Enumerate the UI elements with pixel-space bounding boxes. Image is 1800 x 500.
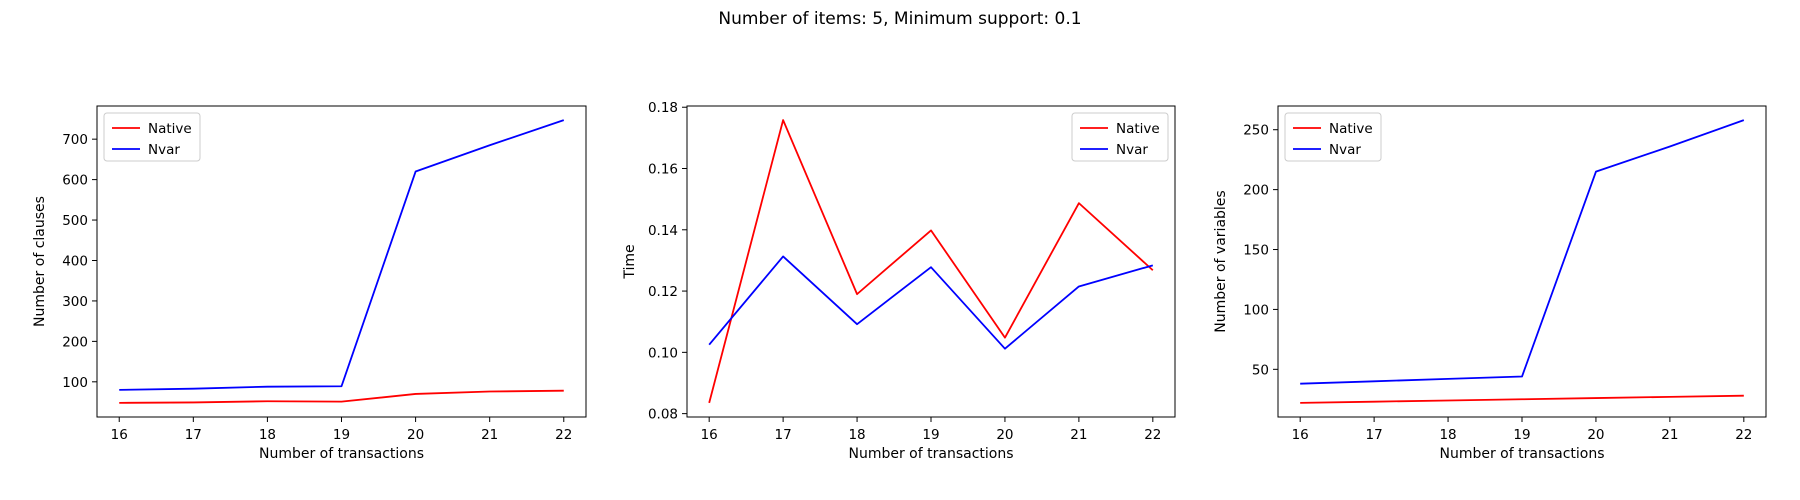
x-tick-label: 20	[407, 427, 424, 443]
y-tick-label: 100	[62, 375, 88, 391]
series-line-nvar	[708, 255, 1154, 350]
legend-label-nvar: Nvar	[1116, 142, 1148, 158]
legend: Native Nvar	[1071, 112, 1169, 162]
subplot-2: 16 17 18 19 20 21 22 0.08 0.10 0.12 0.14 0.16 0.18 Nu…	[622, 100, 1176, 462]
x-tick-label: 16	[1292, 427, 1309, 443]
x-tick-label: 20	[1587, 427, 1604, 443]
legend-label-native: Native	[148, 121, 192, 137]
y-tick-label: 200	[62, 334, 88, 350]
legend-label-nvar: Nvar	[148, 142, 180, 158]
y-tick-label: 200	[1243, 183, 1269, 199]
x-tick-label: 17	[775, 427, 792, 443]
y-tick-label: 0.16	[648, 162, 678, 178]
y-tick-label: 700	[62, 132, 88, 148]
x-tick-label: 21	[1661, 427, 1678, 443]
y-axis-label: Number of clauses	[32, 196, 48, 327]
series-line-native	[708, 119, 1154, 404]
x-tick-label: 20	[996, 427, 1013, 443]
legend-label-native: Native	[1329, 121, 1373, 137]
series-line-nvar	[119, 119, 565, 391]
x-tick-label: 17	[185, 427, 202, 443]
y-axis-label: Number of variables	[1213, 190, 1229, 332]
y-tick-label: 250	[1243, 123, 1269, 139]
y-tick-label: 0.14	[648, 223, 678, 239]
x-tick-label: 19	[922, 427, 939, 443]
legend: Native Nvar	[103, 112, 201, 162]
x-tick-label: 18	[259, 427, 276, 443]
x-tick-label: 16	[111, 427, 128, 443]
subplot-3: 16 17 18 19 20 21 22 50 100 150 200 250 Number of tr…	[1213, 105, 1767, 462]
y-tick-label: 50	[1252, 362, 1269, 378]
x-axis-label: Number of transactions	[1439, 446, 1604, 462]
series-line-nvar	[1300, 119, 1745, 385]
subplot-1: 16 17 18 19 20 21 22 100 200 300 400 500 600 700 Numbe…	[32, 105, 587, 462]
x-tick-label: 16	[701, 427, 718, 443]
y-tick-label: 600	[62, 173, 88, 189]
x-tick-label: 22	[555, 427, 572, 443]
x-tick-label: 19	[1513, 427, 1530, 443]
x-axis-label: Number of transactions	[848, 446, 1013, 462]
legend-label-native: Native	[1116, 121, 1160, 137]
legend-label-nvar: Nvar	[1329, 142, 1361, 158]
y-axis-label: Time	[622, 244, 638, 279]
x-tick-label: 19	[333, 427, 350, 443]
x-axis-label: Number of transactions	[259, 446, 424, 462]
y-tick-label: 0.10	[648, 345, 678, 361]
series-line-native	[1300, 394, 1744, 404]
x-tick-label: 18	[848, 427, 865, 443]
subplots: 16 17 18 19 20 21 22 100 200 300 400 500 600 700 Numbe…	[32, 100, 1767, 462]
x-tick-label: 17	[1366, 427, 1383, 443]
y-tick-label: 400	[62, 253, 88, 269]
y-tick-label: 100	[1243, 302, 1269, 318]
x-tick-label: 22	[1735, 427, 1752, 443]
x-tick-label: 21	[1070, 427, 1087, 443]
legend: Native Nvar	[1284, 112, 1382, 162]
y-tick-label: 300	[62, 294, 88, 310]
x-tick-label: 21	[481, 427, 498, 443]
y-tick-label: 0.08	[648, 407, 678, 423]
x-tick-label: 18	[1439, 427, 1456, 443]
figure-title: Number of items: 5, Minimum support: 0.1	[718, 9, 1081, 29]
y-tick-label: 0.18	[648, 100, 678, 116]
y-tick-label: 0.12	[648, 284, 678, 300]
x-tick-label: 22	[1144, 427, 1161, 443]
y-tick-label: 500	[62, 213, 88, 229]
y-tick-label: 150	[1243, 243, 1269, 259]
series-line-native	[119, 389, 564, 404]
